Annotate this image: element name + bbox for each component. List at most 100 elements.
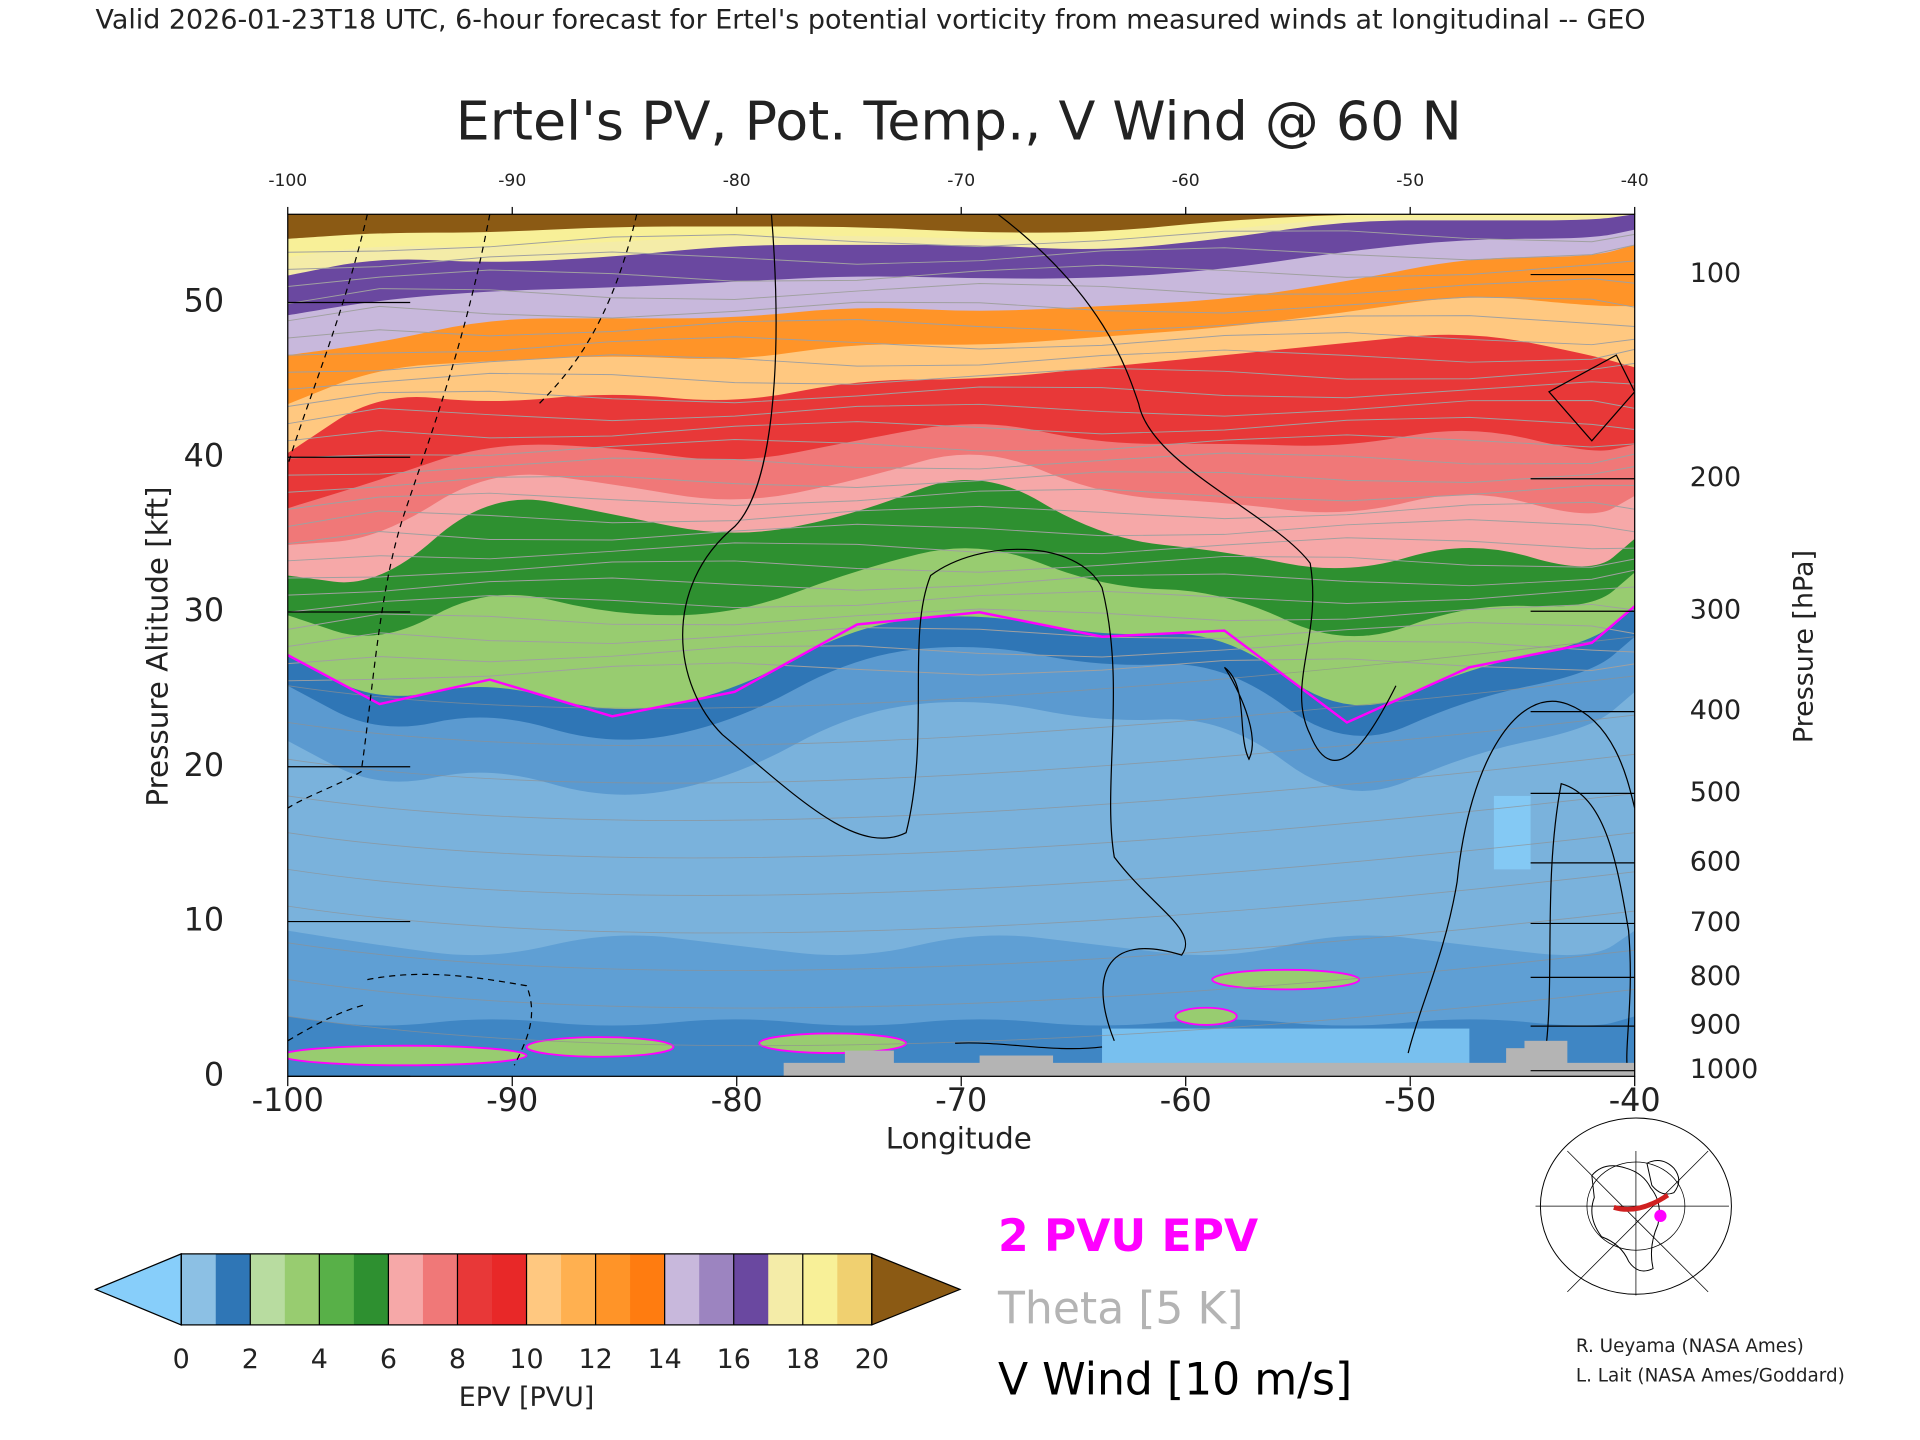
theta-contour	[287, 621, 1635, 648]
colorbar-segment	[422, 1253, 459, 1325]
credit: L. Lait (NASA Ames/Goddard)	[1576, 1365, 1845, 1386]
x-top-tick-label: -60	[1172, 171, 1200, 191]
colorbar-tick-label: 14	[648, 1344, 682, 1375]
theta-contour	[287, 244, 1635, 270]
y2-tick-label: 700	[1690, 907, 1741, 938]
colorbar-label: EPV [PVU]	[459, 1382, 595, 1413]
y2-tick-label: 800	[1690, 961, 1741, 992]
x-top-tick-label: -100	[268, 171, 307, 191]
y2-axis-label: Pressure [hPa]	[1788, 550, 1819, 743]
field	[287, 214, 1635, 1077]
x-tick-label: -40	[1609, 1081, 1661, 1119]
colorbar-segment	[561, 1253, 597, 1325]
theta-contour	[287, 278, 1635, 305]
y2-tick-label: 400	[1690, 695, 1741, 726]
theta-contour	[287, 636, 1635, 709]
x-tick-label: -100	[252, 1081, 324, 1119]
theta-contour	[287, 348, 1635, 373]
chart-title: Ertel's PV, Pot. Temp., V Wind @ 60 N	[456, 90, 1462, 153]
y2-tick-label: 200	[1690, 462, 1741, 493]
y2-tick-label: 1000	[1690, 1054, 1759, 1085]
y2-tick-label: 500	[1690, 777, 1741, 808]
y-tick-label: 10	[184, 901, 225, 939]
colorbar-segment	[595, 1253, 631, 1325]
x-tick-label: -70	[935, 1081, 987, 1119]
theta-contour	[287, 416, 1635, 442]
y2-tick-label: 300	[1690, 595, 1741, 626]
colorbar-under	[93, 1252, 182, 1326]
colorbar-over	[871, 1252, 962, 1326]
theta-contour	[287, 910, 1635, 971]
theta-contour	[287, 452, 1635, 476]
theta-contour	[287, 988, 1635, 1047]
colorbar-segment	[319, 1253, 355, 1325]
colorbar-segment	[768, 1253, 804, 1325]
colorbar-segment	[181, 1253, 217, 1325]
field-patch	[758, 1032, 908, 1054]
colorbar-tick-label: 6	[380, 1344, 397, 1375]
y-tick-label: 50	[184, 282, 225, 320]
theta-contour	[287, 871, 1635, 934]
theta-contour	[287, 230, 1635, 253]
wind-contour	[955, 1042, 1103, 1050]
colorbar-segment	[526, 1253, 562, 1325]
colorbar-segment	[215, 1253, 251, 1325]
colorbar-segment	[733, 1253, 769, 1325]
theta-contour	[287, 434, 1635, 459]
theta-contour	[287, 362, 1635, 390]
colorbar-tick-label: 12	[578, 1344, 612, 1375]
x-axis-label: Longitude	[886, 1122, 1032, 1156]
legend-entry: Theta [5 K]	[997, 1283, 1244, 1334]
wind-contour	[287, 214, 491, 809]
wind-contour	[287, 214, 368, 466]
pv-contour	[287, 605, 1635, 724]
theta-contour	[287, 793, 1635, 859]
colorbar-tick-label: 0	[173, 1344, 190, 1375]
wind-contour	[997, 214, 1397, 761]
theta-contour	[287, 501, 1635, 528]
y2-tick-label: 900	[1690, 1010, 1741, 1041]
theta-contour	[287, 675, 1635, 747]
x-top-tick-label: -80	[723, 171, 751, 191]
field-patch	[1174, 1006, 1238, 1026]
x-tick-label: -60	[1160, 1081, 1212, 1119]
theta-contour	[287, 260, 1635, 288]
field-patch	[287, 1044, 528, 1067]
wind-contour	[1544, 782, 1631, 1077]
colorbar-segment	[630, 1253, 666, 1325]
wind-contour	[1407, 700, 1635, 1054]
theta-contour	[287, 381, 1635, 408]
ground	[979, 1055, 1054, 1077]
ground	[844, 1050, 894, 1077]
wind-contour	[1223, 666, 1253, 761]
theta-contour	[287, 537, 1635, 562]
y-axis-label: Pressure Altitude [kft]	[141, 486, 175, 806]
wind-contour	[287, 973, 533, 1066]
theta-contour	[287, 714, 1635, 784]
colorbar-tick-label: 18	[786, 1344, 820, 1375]
theta-contour	[287, 315, 1635, 339]
x-top-tick-label: -40	[1621, 171, 1649, 191]
colorbar-segment	[837, 1253, 873, 1325]
colorbar-tick-label: 16	[717, 1344, 751, 1375]
y2-tick-label: 600	[1690, 846, 1741, 877]
y-tick-label: 20	[184, 746, 225, 784]
theta-contour	[287, 332, 1635, 356]
field-patch	[1211, 968, 1361, 991]
x-tick-label: -50	[1384, 1081, 1436, 1119]
x-tick-label: -80	[711, 1081, 763, 1119]
inset-coast	[1646, 1160, 1680, 1195]
colorbar-segment	[388, 1253, 424, 1325]
colorbar-tick-label: 8	[449, 1344, 466, 1375]
x-top-tick-label: -50	[1396, 171, 1424, 191]
colorbar-segment	[353, 1253, 390, 1325]
y-tick-label: 40	[184, 436, 225, 474]
wind-contour	[1548, 354, 1635, 442]
legend-entry: 2 PVU EPV	[998, 1211, 1258, 1262]
colorbar-tick-label: 10	[509, 1344, 543, 1375]
colorbar-tick-label: 4	[311, 1344, 328, 1375]
colorbar-tick-label: 20	[855, 1344, 889, 1375]
theta-contour	[287, 753, 1635, 821]
